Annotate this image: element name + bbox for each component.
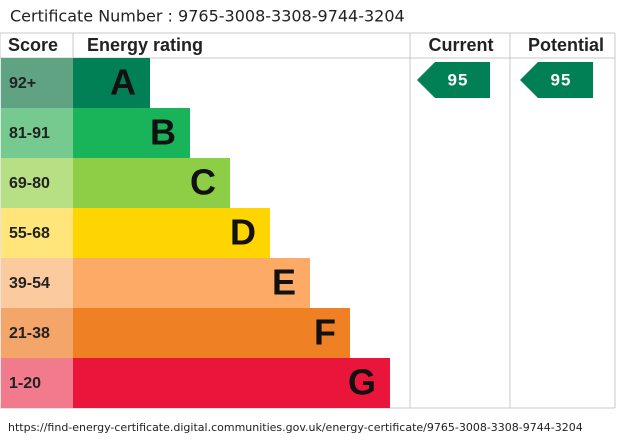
rating-bar xyxy=(73,308,350,358)
current-header: Current xyxy=(428,35,493,55)
rating-letter: A xyxy=(110,62,136,103)
score-header: Score xyxy=(8,35,58,55)
potential-header: Potential xyxy=(528,35,604,55)
score-cell xyxy=(1,208,73,258)
score-range: 39-54 xyxy=(9,275,50,292)
score-cell xyxy=(1,258,73,308)
bands: 92+ A 81-91 B 69-80 C 55-68 D 39-54 E 21-38 F 1-20 G xyxy=(1,58,390,408)
rating-header: Energy rating xyxy=(87,35,203,55)
rating-bar xyxy=(73,358,390,408)
rating-letter: D xyxy=(230,212,256,253)
current-rating: 95 xyxy=(448,70,469,89)
score-cell xyxy=(1,358,73,408)
score-cell xyxy=(1,308,73,358)
score-cell xyxy=(1,108,73,158)
url: https://find-energy-certificate.digital.… xyxy=(8,421,583,434)
rating-letter: G xyxy=(348,362,376,403)
score-range: 21-38 xyxy=(9,325,50,342)
score-range: 55-68 xyxy=(9,225,50,242)
rating-letter: B xyxy=(150,112,176,153)
score-range: 92+ xyxy=(9,75,36,92)
certificate-number: Certificate Number : 9765-3008-3308-9744… xyxy=(10,7,405,26)
score-range: 1-20 xyxy=(9,375,41,392)
rating-bar xyxy=(73,208,270,258)
score-range: 81-91 xyxy=(9,125,50,142)
current-arrow xyxy=(417,62,490,98)
rating-bar xyxy=(73,58,150,108)
potential-rating: 95 xyxy=(551,70,572,89)
rating-bar xyxy=(73,158,230,208)
rating-letter: F xyxy=(314,312,336,353)
rating-letter: C xyxy=(190,162,216,203)
score-range: 69-80 xyxy=(9,175,50,192)
score-cell xyxy=(1,158,73,208)
rating-letter: E xyxy=(272,262,296,303)
score-cell xyxy=(1,58,73,108)
potential-arrow xyxy=(520,62,593,98)
rating-bar xyxy=(73,108,190,158)
rating-bar xyxy=(73,258,310,308)
